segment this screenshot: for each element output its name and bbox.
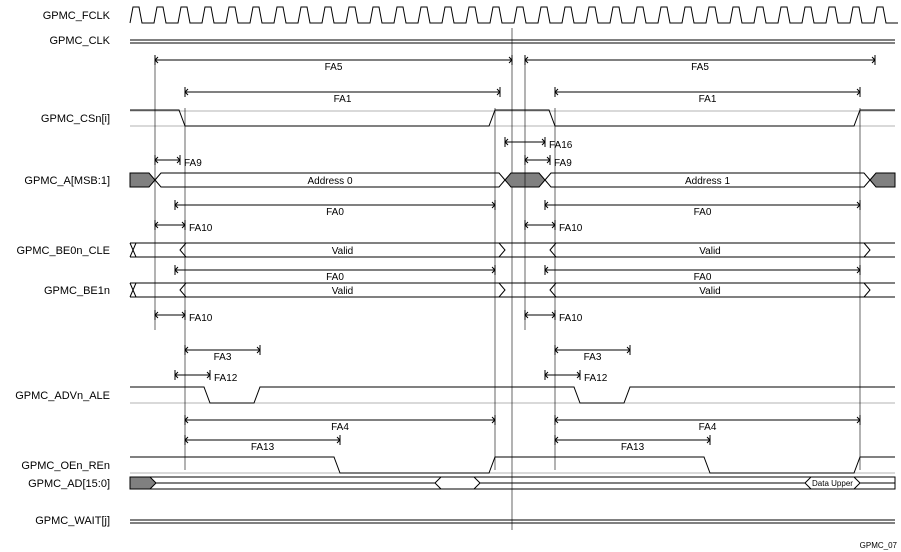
footer-label: GPMC_07 bbox=[860, 541, 897, 550]
svg-text:GPMC_CSn[i]: GPMC_CSn[i] bbox=[41, 113, 110, 125]
svg-text:GPMC_BE0n_CLE: GPMC_BE0n_CLE bbox=[16, 245, 110, 257]
svg-text:GPMC_A[MSB:1]: GPMC_A[MSB:1] bbox=[24, 175, 110, 187]
svg-text:FA9: FA9 bbox=[184, 158, 202, 169]
svg-text:GPMC_FCLK: GPMC_FCLK bbox=[43, 10, 111, 22]
svg-text:FA16: FA16 bbox=[549, 140, 573, 151]
svg-text:Data Upper: Data Upper bbox=[812, 479, 853, 488]
svg-text:FA0: FA0 bbox=[694, 272, 712, 283]
svg-text:FA0: FA0 bbox=[326, 272, 344, 283]
svg-text:FA3: FA3 bbox=[214, 352, 232, 363]
timing-diagram: GPMC_FCLK GPMC_CLK GPMC_CSn[i] GPMC_A[MSB:1… bbox=[0, 0, 901, 552]
svg-text:FA4: FA4 bbox=[699, 422, 717, 433]
svg-text:Address 1: Address 1 bbox=[685, 176, 730, 187]
svg-text:Valid: Valid bbox=[332, 286, 354, 297]
svg-text:Valid: Valid bbox=[699, 246, 721, 257]
svg-text:GPMC_CLK: GPMC_CLK bbox=[49, 35, 110, 47]
svg-text:Address 0: Address 0 bbox=[307, 176, 352, 187]
svg-text:FA13: FA13 bbox=[251, 442, 275, 453]
svg-text:FA12: FA12 bbox=[584, 373, 608, 384]
svg-text:Valid: Valid bbox=[332, 246, 354, 257]
svg-text:FA10: FA10 bbox=[189, 223, 213, 234]
svg-text:FA0: FA0 bbox=[326, 207, 344, 218]
svg-text:GPMC_BE1n: GPMC_BE1n bbox=[44, 285, 110, 297]
svg-text:FA9: FA9 bbox=[554, 158, 572, 169]
svg-text:GPMC_WAIT[j]: GPMC_WAIT[j] bbox=[35, 515, 110, 527]
svg-text:FA5: FA5 bbox=[691, 62, 709, 73]
svg-text:FA10: FA10 bbox=[559, 223, 583, 234]
svg-text:FA3: FA3 bbox=[584, 352, 602, 363]
svg-text:FA10: FA10 bbox=[189, 313, 213, 324]
svg-text:FA5: FA5 bbox=[325, 62, 343, 73]
svg-text:Valid: Valid bbox=[699, 286, 721, 297]
svg-text:GPMC_AD[15:0]: GPMC_AD[15:0] bbox=[28, 478, 110, 490]
svg-text:FA1: FA1 bbox=[699, 94, 717, 105]
svg-text:FA12: FA12 bbox=[214, 373, 238, 384]
svg-text:FA1: FA1 bbox=[334, 94, 352, 105]
svg-text:FA13: FA13 bbox=[621, 442, 645, 453]
svg-text:FA10: FA10 bbox=[559, 313, 583, 324]
svg-text:FA0: FA0 bbox=[694, 207, 712, 218]
svg-text:FA4: FA4 bbox=[331, 422, 349, 433]
svg-text:GPMC_ADVn_ALE: GPMC_ADVn_ALE bbox=[15, 390, 110, 402]
svg-text:GPMC_OEn_REn: GPMC_OEn_REn bbox=[21, 460, 110, 472]
